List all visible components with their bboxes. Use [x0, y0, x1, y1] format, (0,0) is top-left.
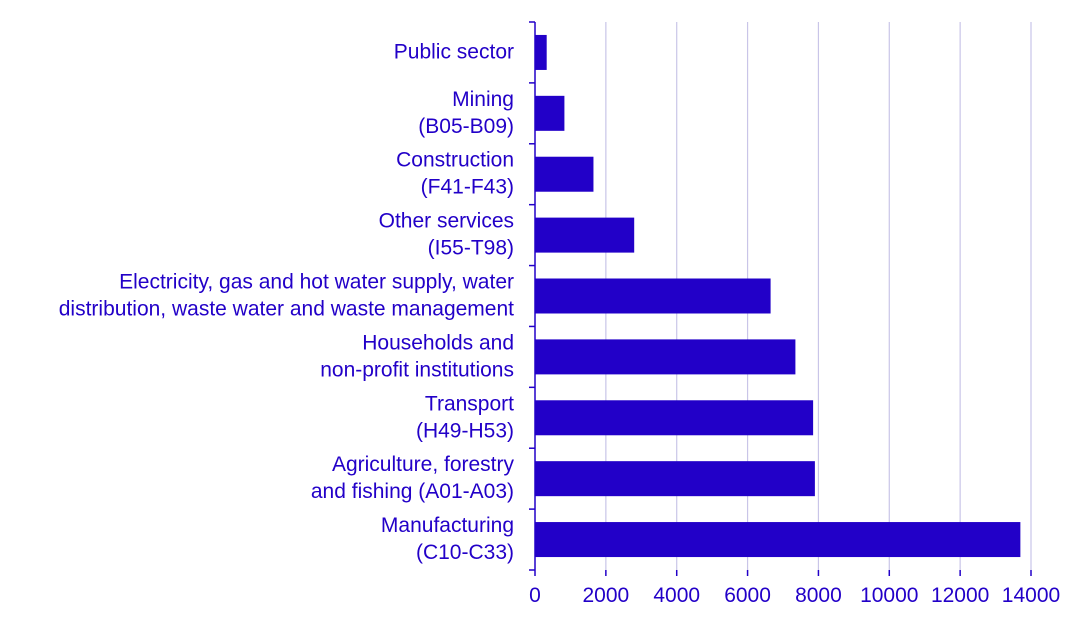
x-tick-labels: 0 2000 4000 6000 8000 10000 12000 14000 [529, 584, 1060, 607]
x-tick-label-8000: 8000 [795, 584, 842, 607]
bar-3 [535, 217, 635, 253]
bar-2 [535, 156, 594, 192]
x-tick-label-12000: 12000 [931, 584, 989, 607]
category-label-4: Electricity, gas and hot water supply, w… [59, 270, 514, 320]
category-label-7: Agriculture, forestry and fishing (A01-A0… [311, 453, 515, 503]
category-label-line: (F41-F43) [421, 175, 514, 198]
category-label-line: Manufacturing [381, 514, 514, 537]
category-label-6: Transport (H49-H53) [416, 392, 514, 442]
bar-7 [535, 461, 815, 497]
bar-8 [535, 522, 1021, 558]
bar-4 [535, 278, 771, 314]
category-label-5: Households and non-profit institutions [320, 331, 514, 381]
category-label-line: Construction [396, 148, 514, 171]
x-tick-label-10000: 10000 [860, 584, 918, 607]
category-label-line: (H49-H53) [416, 419, 514, 442]
category-label-line: Public sector [394, 40, 514, 63]
bar-1 [535, 95, 565, 131]
x-tick-label-0: 0 [529, 584, 541, 607]
bars [535, 34, 1021, 558]
category-labels: Public sector Mining (B05-B09) Construction… [59, 40, 515, 564]
axes [529, 21, 1032, 576]
x-tick-label-4000: 4000 [653, 584, 700, 607]
x-tick-label-14000: 14000 [1002, 584, 1060, 607]
x-tick-label-2000: 2000 [582, 584, 629, 607]
category-label-8: Manufacturing (C10-C33) [381, 514, 514, 564]
category-label-line: distribution, waste water and waste mana… [59, 297, 514, 320]
category-label-line: Agriculture, forestry [332, 453, 515, 476]
category-label-line: Other services [379, 209, 514, 232]
category-label-3: Other services (I55-T98) [379, 209, 514, 259]
category-label-1: Mining (B05-B09) [418, 87, 514, 137]
category-label-line: Transport [425, 392, 514, 415]
bar-6 [535, 400, 814, 436]
bar-0 [535, 34, 547, 70]
category-label-line: and fishing (A01-A03) [311, 480, 514, 503]
category-label-line: (C10-C33) [416, 541, 514, 564]
category-label-line: Households and [362, 331, 514, 354]
bar-5 [535, 339, 796, 375]
category-label-2: Construction (F41-F43) [396, 148, 514, 198]
category-label-line: (I55-T98) [428, 236, 514, 259]
x-tick-label-6000: 6000 [724, 584, 771, 607]
category-label-line: Mining [452, 87, 514, 110]
category-label-line: Electricity, gas and hot water supply, w… [119, 270, 514, 293]
category-label-0: Public sector [394, 40, 514, 63]
category-label-line: non-profit institutions [320, 358, 514, 381]
category-label-line: (B05-B09) [418, 114, 514, 137]
